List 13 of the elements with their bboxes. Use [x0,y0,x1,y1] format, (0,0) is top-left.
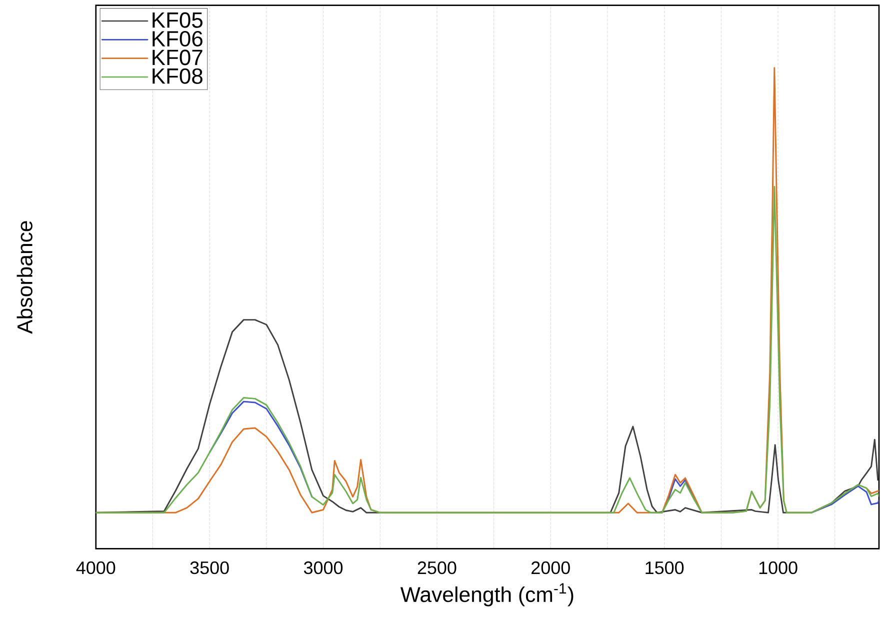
x-tick-label: 3500 [190,561,229,574]
x-tick-label: 2000 [532,561,570,574]
x-tick-label: 1500 [646,561,684,574]
legend-label: KF08 [152,68,202,84]
x-tick-label: 2500 [418,561,456,574]
x-tick-label: 3000 [304,561,343,574]
x-tick-label: 1000 [759,561,798,574]
legend-label: KF07 [152,50,202,66]
x-axis-title: Wavelength (cm$^{-1}$) [400,583,574,606]
x-tick-label: 4000 [76,561,116,574]
y-axis-title: Absorbance [16,220,32,334]
legend-label: KF06 [152,30,202,46]
legend-label: KF05 [152,12,202,28]
